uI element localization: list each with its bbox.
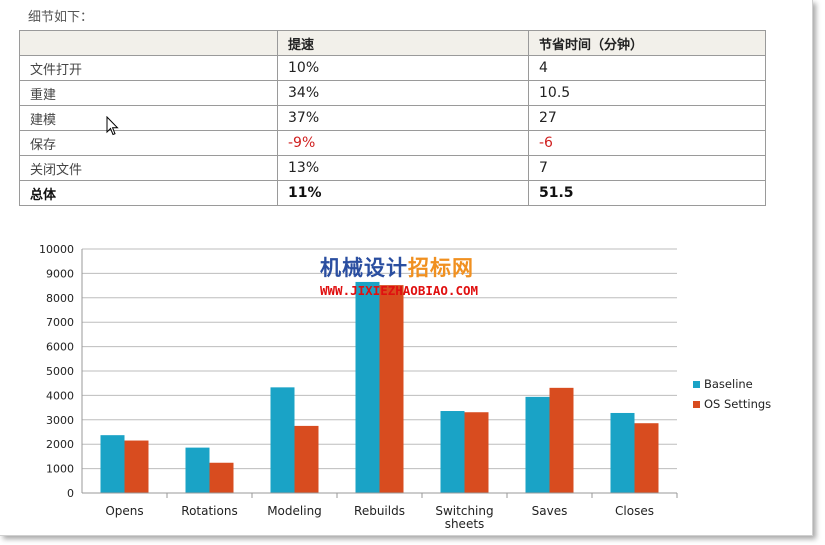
table-row: 重建 34% 10.5 <box>19 80 766 106</box>
watermark-title-part2: 招标网 <box>408 255 474 280</box>
row-speedup: -9% <box>277 130 529 156</box>
bar <box>294 425 319 493</box>
bar <box>634 423 659 493</box>
bar <box>610 412 635 493</box>
y-tick-label: 2000 <box>46 438 74 451</box>
row-category: 重建 <box>19 80 278 106</box>
row-time-saved: 7 <box>528 155 766 181</box>
y-tick-label: 5000 <box>46 365 74 378</box>
bar <box>464 412 489 493</box>
row-category: 建模 <box>19 105 278 131</box>
watermark-title-part1: 机械设计 <box>320 255 408 280</box>
header-category <box>19 30 278 56</box>
bar <box>355 281 380 493</box>
header-speedup: 提速 <box>277 30 529 56</box>
mouse-cursor-icon <box>106 116 119 136</box>
row-category: 保存 <box>19 130 278 156</box>
legend-swatch-baseline <box>693 380 700 388</box>
row-speedup: 11% <box>277 180 529 206</box>
row-time-saved: -6 <box>528 130 766 156</box>
bar <box>185 447 210 493</box>
legend-swatch-os-settings <box>693 400 700 408</box>
watermark: 机械设计招标网 WWW.JIXIEZHAOBIAO.COM <box>320 252 478 298</box>
performance-table: 提速 节省时间（分钟） 文件打开 10% 4 重建 34% 10.5 建模 37% 27 保存 -9… <box>19 30 766 206</box>
bar <box>379 285 404 493</box>
bar <box>549 387 574 493</box>
bar <box>100 435 125 493</box>
y-tick-label: 1000 <box>46 463 74 476</box>
y-tick-label: 4000 <box>46 389 74 402</box>
y-tick-label: 7000 <box>46 316 74 329</box>
bar <box>209 462 234 493</box>
x-category-label: Modeling <box>267 504 322 518</box>
row-category: 文件打开 <box>19 55 278 81</box>
row-speedup: 10% <box>277 55 529 81</box>
bar-chart: 0 1000 2000 3000 4000 5000 6000 7000 8000 9000 100… <box>39 243 678 531</box>
chart-legend: Baseline OS Settings <box>693 374 771 414</box>
legend-item-baseline: Baseline <box>693 374 771 394</box>
bar <box>440 411 465 493</box>
row-time-saved: 27 <box>528 105 766 131</box>
bar <box>270 387 295 493</box>
table-row: 建模 37% 27 <box>19 105 766 131</box>
header-time-saved: 节省时间（分钟） <box>528 30 766 56</box>
row-time-saved: 10.5 <box>528 80 766 106</box>
table-row: 保存 -9% -6 <box>19 130 766 156</box>
y-tick-label: 6000 <box>46 341 74 354</box>
y-tick-label: 8000 <box>46 292 74 305</box>
row-speedup: 34% <box>277 80 529 106</box>
row-time-saved: 51.5 <box>528 180 766 206</box>
row-speedup: 13% <box>277 155 529 181</box>
row-speedup: 37% <box>277 105 529 131</box>
table-row: 关闭文件 13% 7 <box>19 155 766 181</box>
y-tick-label: 3000 <box>46 414 74 427</box>
y-tick-label: 0 <box>67 487 74 500</box>
y-tick-label: 10000 <box>39 243 74 256</box>
legend-label-baseline: Baseline <box>704 377 753 391</box>
x-category-label: Rebuilds <box>354 504 405 518</box>
bar <box>124 440 149 493</box>
bar <box>525 396 550 493</box>
x-category-label: Opens <box>105 504 143 518</box>
table-row: 总体 11% 51.5 <box>19 180 766 206</box>
x-category-label: Closes <box>615 504 654 518</box>
table-header-row: 提速 节省时间（分钟） <box>19 30 766 56</box>
row-time-saved: 4 <box>528 55 766 81</box>
row-category: 关闭文件 <box>19 155 278 181</box>
x-category-label: Saves <box>532 504 568 518</box>
legend-item-os-settings: OS Settings <box>693 394 771 414</box>
watermark-url: WWW.JIXIEZHAOBIAO.COM <box>320 283 479 298</box>
x-category-label: Switching sheets <box>435 504 493 531</box>
intro-text: 细节如下： <box>28 10 94 25</box>
y-tick-label: 9000 <box>46 267 74 280</box>
watermark-title: 机械设计招标网 <box>320 252 478 282</box>
row-category: 总体 <box>19 180 278 206</box>
chart-container: 0 1000 2000 3000 4000 5000 6000 7000 8000 9000 100… <box>19 230 779 535</box>
x-category-label: Rotations <box>181 504 237 518</box>
table-row: 文件打开 10% 4 <box>19 55 766 81</box>
legend-label-os-settings: OS Settings <box>704 397 772 411</box>
